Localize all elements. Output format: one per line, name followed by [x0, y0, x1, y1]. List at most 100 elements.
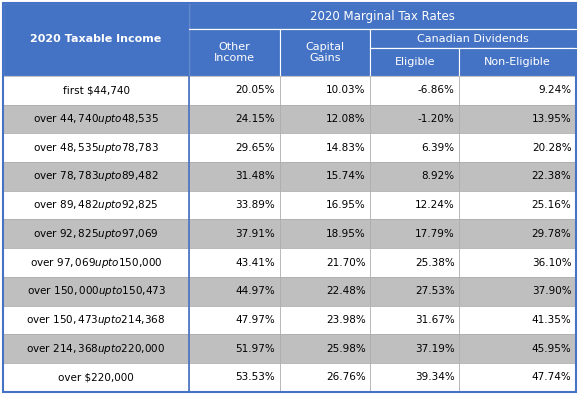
Bar: [459, 335, 576, 363]
Text: -1.20%: -1.20%: [418, 114, 455, 124]
Text: over $89,482 up to $92,825: over $89,482 up to $92,825: [33, 198, 159, 212]
Text: 31.48%: 31.48%: [236, 171, 275, 181]
Bar: [3, 220, 189, 248]
Bar: [189, 277, 280, 306]
Bar: [371, 220, 459, 248]
Text: 12.08%: 12.08%: [326, 114, 366, 124]
Bar: [189, 306, 280, 335]
Bar: [371, 76, 459, 105]
Text: 47.97%: 47.97%: [236, 315, 275, 325]
Text: first $44,740: first $44,740: [63, 85, 130, 95]
Text: 45.95%: 45.95%: [532, 344, 571, 354]
Text: 14.83%: 14.83%: [326, 143, 366, 152]
Bar: [189, 105, 280, 133]
Text: Eligible: Eligible: [394, 57, 435, 67]
Bar: [280, 162, 371, 191]
Text: -6.86%: -6.86%: [417, 85, 455, 95]
Text: 25.38%: 25.38%: [415, 258, 455, 267]
Bar: [3, 3, 189, 76]
Bar: [280, 363, 371, 392]
Text: over $44,740 up to $48,535: over $44,740 up to $48,535: [33, 112, 159, 126]
Text: 37.90%: 37.90%: [532, 286, 571, 296]
Bar: [3, 133, 189, 162]
Bar: [371, 363, 459, 392]
Bar: [280, 306, 371, 335]
Text: over $78,783 up to $89,482: over $78,783 up to $89,482: [33, 169, 159, 183]
Bar: [3, 76, 189, 105]
Text: 39.34%: 39.34%: [415, 372, 455, 382]
Text: 8.92%: 8.92%: [422, 171, 455, 181]
Bar: [280, 220, 371, 248]
Text: over $97,069 up to $150,000: over $97,069 up to $150,000: [30, 256, 162, 269]
Bar: [371, 105, 459, 133]
Text: Non-Eligible: Non-Eligible: [484, 57, 551, 67]
Bar: [3, 363, 189, 392]
Text: 20.05%: 20.05%: [236, 85, 275, 95]
Text: 13.95%: 13.95%: [532, 114, 571, 124]
Bar: [280, 133, 371, 162]
Text: over $214,368 up to $220,000: over $214,368 up to $220,000: [27, 342, 166, 356]
Text: 9.24%: 9.24%: [538, 85, 571, 95]
Bar: [3, 277, 189, 306]
Bar: [459, 248, 576, 277]
Bar: [459, 48, 576, 76]
Text: over $150,473 up to $214,368: over $150,473 up to $214,368: [27, 313, 166, 327]
Bar: [189, 335, 280, 363]
Bar: [459, 277, 576, 306]
Text: 25.98%: 25.98%: [326, 344, 366, 354]
Bar: [189, 133, 280, 162]
Bar: [280, 191, 371, 220]
Text: 47.74%: 47.74%: [532, 372, 571, 382]
Text: Capital
Gains: Capital Gains: [306, 42, 345, 63]
Text: over $220,000: over $220,000: [58, 372, 134, 382]
Text: over $92,825 up to $97,069: over $92,825 up to $97,069: [33, 227, 159, 241]
Text: 10.03%: 10.03%: [326, 85, 366, 95]
Text: 51.97%: 51.97%: [236, 344, 275, 354]
Bar: [189, 363, 280, 392]
Text: 29.65%: 29.65%: [236, 143, 275, 152]
Bar: [189, 220, 280, 248]
Bar: [280, 76, 371, 105]
Text: Other
Income: Other Income: [214, 42, 255, 63]
Bar: [371, 306, 459, 335]
Text: 25.16%: 25.16%: [532, 200, 571, 210]
Text: 33.89%: 33.89%: [236, 200, 275, 210]
Text: Canadian Dividends: Canadian Dividends: [417, 34, 529, 44]
Text: 44.97%: 44.97%: [236, 286, 275, 296]
Text: 41.35%: 41.35%: [532, 315, 571, 325]
Bar: [459, 306, 576, 335]
Text: 24.15%: 24.15%: [236, 114, 275, 124]
Bar: [3, 191, 189, 220]
Bar: [280, 29, 371, 76]
Text: 2020 Marginal Tax Rates: 2020 Marginal Tax Rates: [310, 10, 455, 23]
Bar: [189, 248, 280, 277]
Text: 22.38%: 22.38%: [532, 171, 571, 181]
Bar: [189, 3, 576, 29]
Text: 22.48%: 22.48%: [326, 286, 366, 296]
Bar: [459, 162, 576, 191]
Text: 31.67%: 31.67%: [415, 315, 455, 325]
Text: 6.39%: 6.39%: [422, 143, 455, 152]
Text: 21.70%: 21.70%: [326, 258, 366, 267]
Bar: [459, 191, 576, 220]
Bar: [3, 162, 189, 191]
Text: 37.91%: 37.91%: [236, 229, 275, 239]
Bar: [371, 133, 459, 162]
Text: 36.10%: 36.10%: [532, 258, 571, 267]
Text: 26.76%: 26.76%: [326, 372, 366, 382]
Bar: [459, 363, 576, 392]
Bar: [3, 306, 189, 335]
Text: 37.19%: 37.19%: [415, 344, 455, 354]
Bar: [371, 162, 459, 191]
Bar: [280, 335, 371, 363]
Bar: [459, 76, 576, 105]
Bar: [371, 29, 576, 48]
Bar: [371, 248, 459, 277]
Bar: [371, 277, 459, 306]
Text: over $48,535 up to $78,783: over $48,535 up to $78,783: [33, 141, 159, 155]
Bar: [459, 105, 576, 133]
Bar: [189, 76, 280, 105]
Text: 20.28%: 20.28%: [532, 143, 571, 152]
Bar: [459, 133, 576, 162]
Text: 2020 Taxable Income: 2020 Taxable Income: [31, 34, 162, 45]
